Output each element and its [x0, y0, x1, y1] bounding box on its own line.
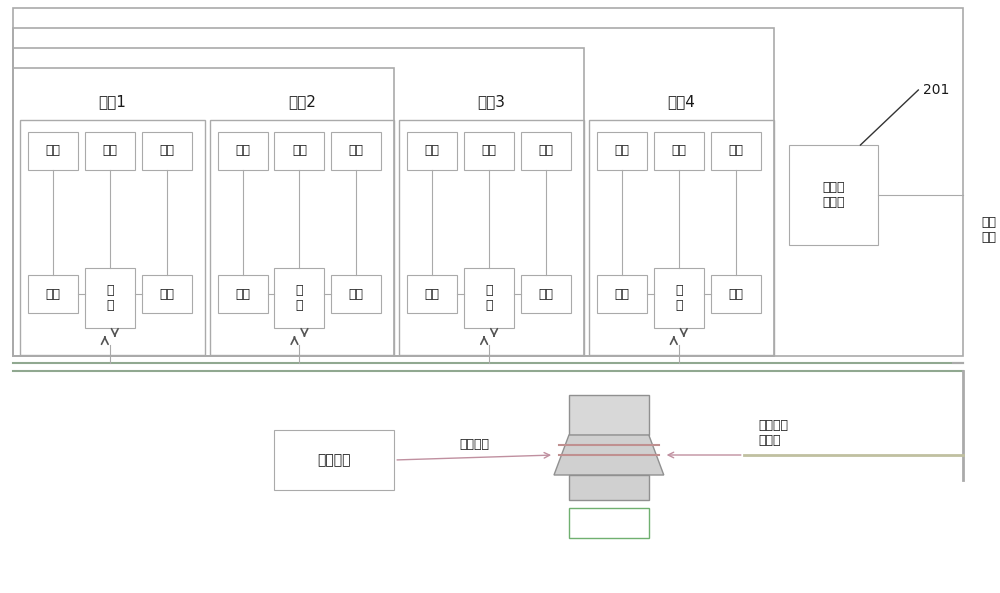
- Text: 射频
电缆: 射频 电缆: [981, 216, 996, 244]
- Polygon shape: [554, 435, 664, 475]
- Text: 探头: 探头: [45, 145, 60, 158]
- Bar: [13, 48, 584, 356]
- Bar: [28, 275, 78, 313]
- Text: 采
样: 采 样: [675, 284, 683, 312]
- Text: 单刀四
掷开关: 单刀四 掷开关: [822, 181, 845, 209]
- Text: 部分4: 部分4: [667, 94, 695, 110]
- Text: 探头: 探头: [671, 145, 686, 158]
- Bar: [654, 132, 704, 170]
- Bar: [142, 275, 192, 313]
- Bar: [13, 28, 774, 356]
- Bar: [85, 268, 135, 328]
- Bar: [20, 120, 205, 355]
- Text: 探头: 探头: [349, 145, 364, 158]
- Text: 待测天线: 待测天线: [318, 453, 351, 467]
- Bar: [711, 132, 761, 170]
- Text: 201: 201: [923, 83, 949, 97]
- Bar: [274, 430, 394, 490]
- Bar: [218, 275, 268, 313]
- Text: 检波: 检波: [425, 288, 440, 301]
- Text: 测试电缆: 测试电缆: [459, 438, 489, 451]
- Bar: [274, 132, 324, 170]
- Text: 探头: 探头: [102, 145, 117, 158]
- Bar: [464, 268, 514, 328]
- Text: 检波: 检波: [614, 288, 629, 301]
- Text: 检波: 检波: [349, 288, 364, 301]
- Bar: [399, 120, 584, 355]
- Text: 采
样: 采 样: [485, 284, 493, 312]
- Bar: [789, 145, 878, 245]
- Bar: [13, 68, 394, 356]
- Bar: [521, 275, 571, 313]
- Bar: [569, 475, 649, 500]
- Text: 采
样: 采 样: [296, 284, 303, 312]
- Bar: [331, 275, 381, 313]
- Bar: [521, 132, 571, 170]
- Text: 探头: 探头: [159, 145, 174, 158]
- Bar: [218, 132, 268, 170]
- Bar: [210, 120, 394, 355]
- Bar: [711, 275, 761, 313]
- Text: 探头: 探头: [728, 145, 743, 158]
- Text: 探头: 探头: [235, 145, 250, 158]
- Text: 探头: 探头: [482, 145, 497, 158]
- Bar: [464, 132, 514, 170]
- Text: 采
样: 采 样: [106, 284, 114, 312]
- Bar: [407, 132, 457, 170]
- Text: 信号及电
源线缆: 信号及电 源线缆: [759, 419, 789, 447]
- Text: 检波: 检波: [45, 288, 60, 301]
- Text: 检波: 检波: [728, 288, 743, 301]
- Bar: [597, 132, 647, 170]
- Bar: [589, 120, 774, 355]
- Bar: [142, 132, 192, 170]
- Bar: [331, 132, 381, 170]
- Bar: [569, 395, 649, 435]
- Text: 探头: 探头: [614, 145, 629, 158]
- Text: 探头: 探头: [292, 145, 307, 158]
- Bar: [569, 508, 649, 538]
- Text: 部分3: 部分3: [478, 94, 506, 110]
- Text: 检波: 检波: [235, 288, 250, 301]
- Text: 探头: 探头: [539, 145, 554, 158]
- Bar: [28, 132, 78, 170]
- Text: 探头: 探头: [425, 145, 440, 158]
- Text: 部分2: 部分2: [288, 94, 316, 110]
- Bar: [407, 275, 457, 313]
- Text: 部分1: 部分1: [98, 94, 126, 110]
- Text: 检波: 检波: [159, 288, 174, 301]
- Bar: [274, 268, 324, 328]
- Bar: [85, 132, 135, 170]
- Text: 检波: 检波: [539, 288, 554, 301]
- Bar: [654, 268, 704, 328]
- Bar: [13, 8, 963, 356]
- Bar: [597, 275, 647, 313]
